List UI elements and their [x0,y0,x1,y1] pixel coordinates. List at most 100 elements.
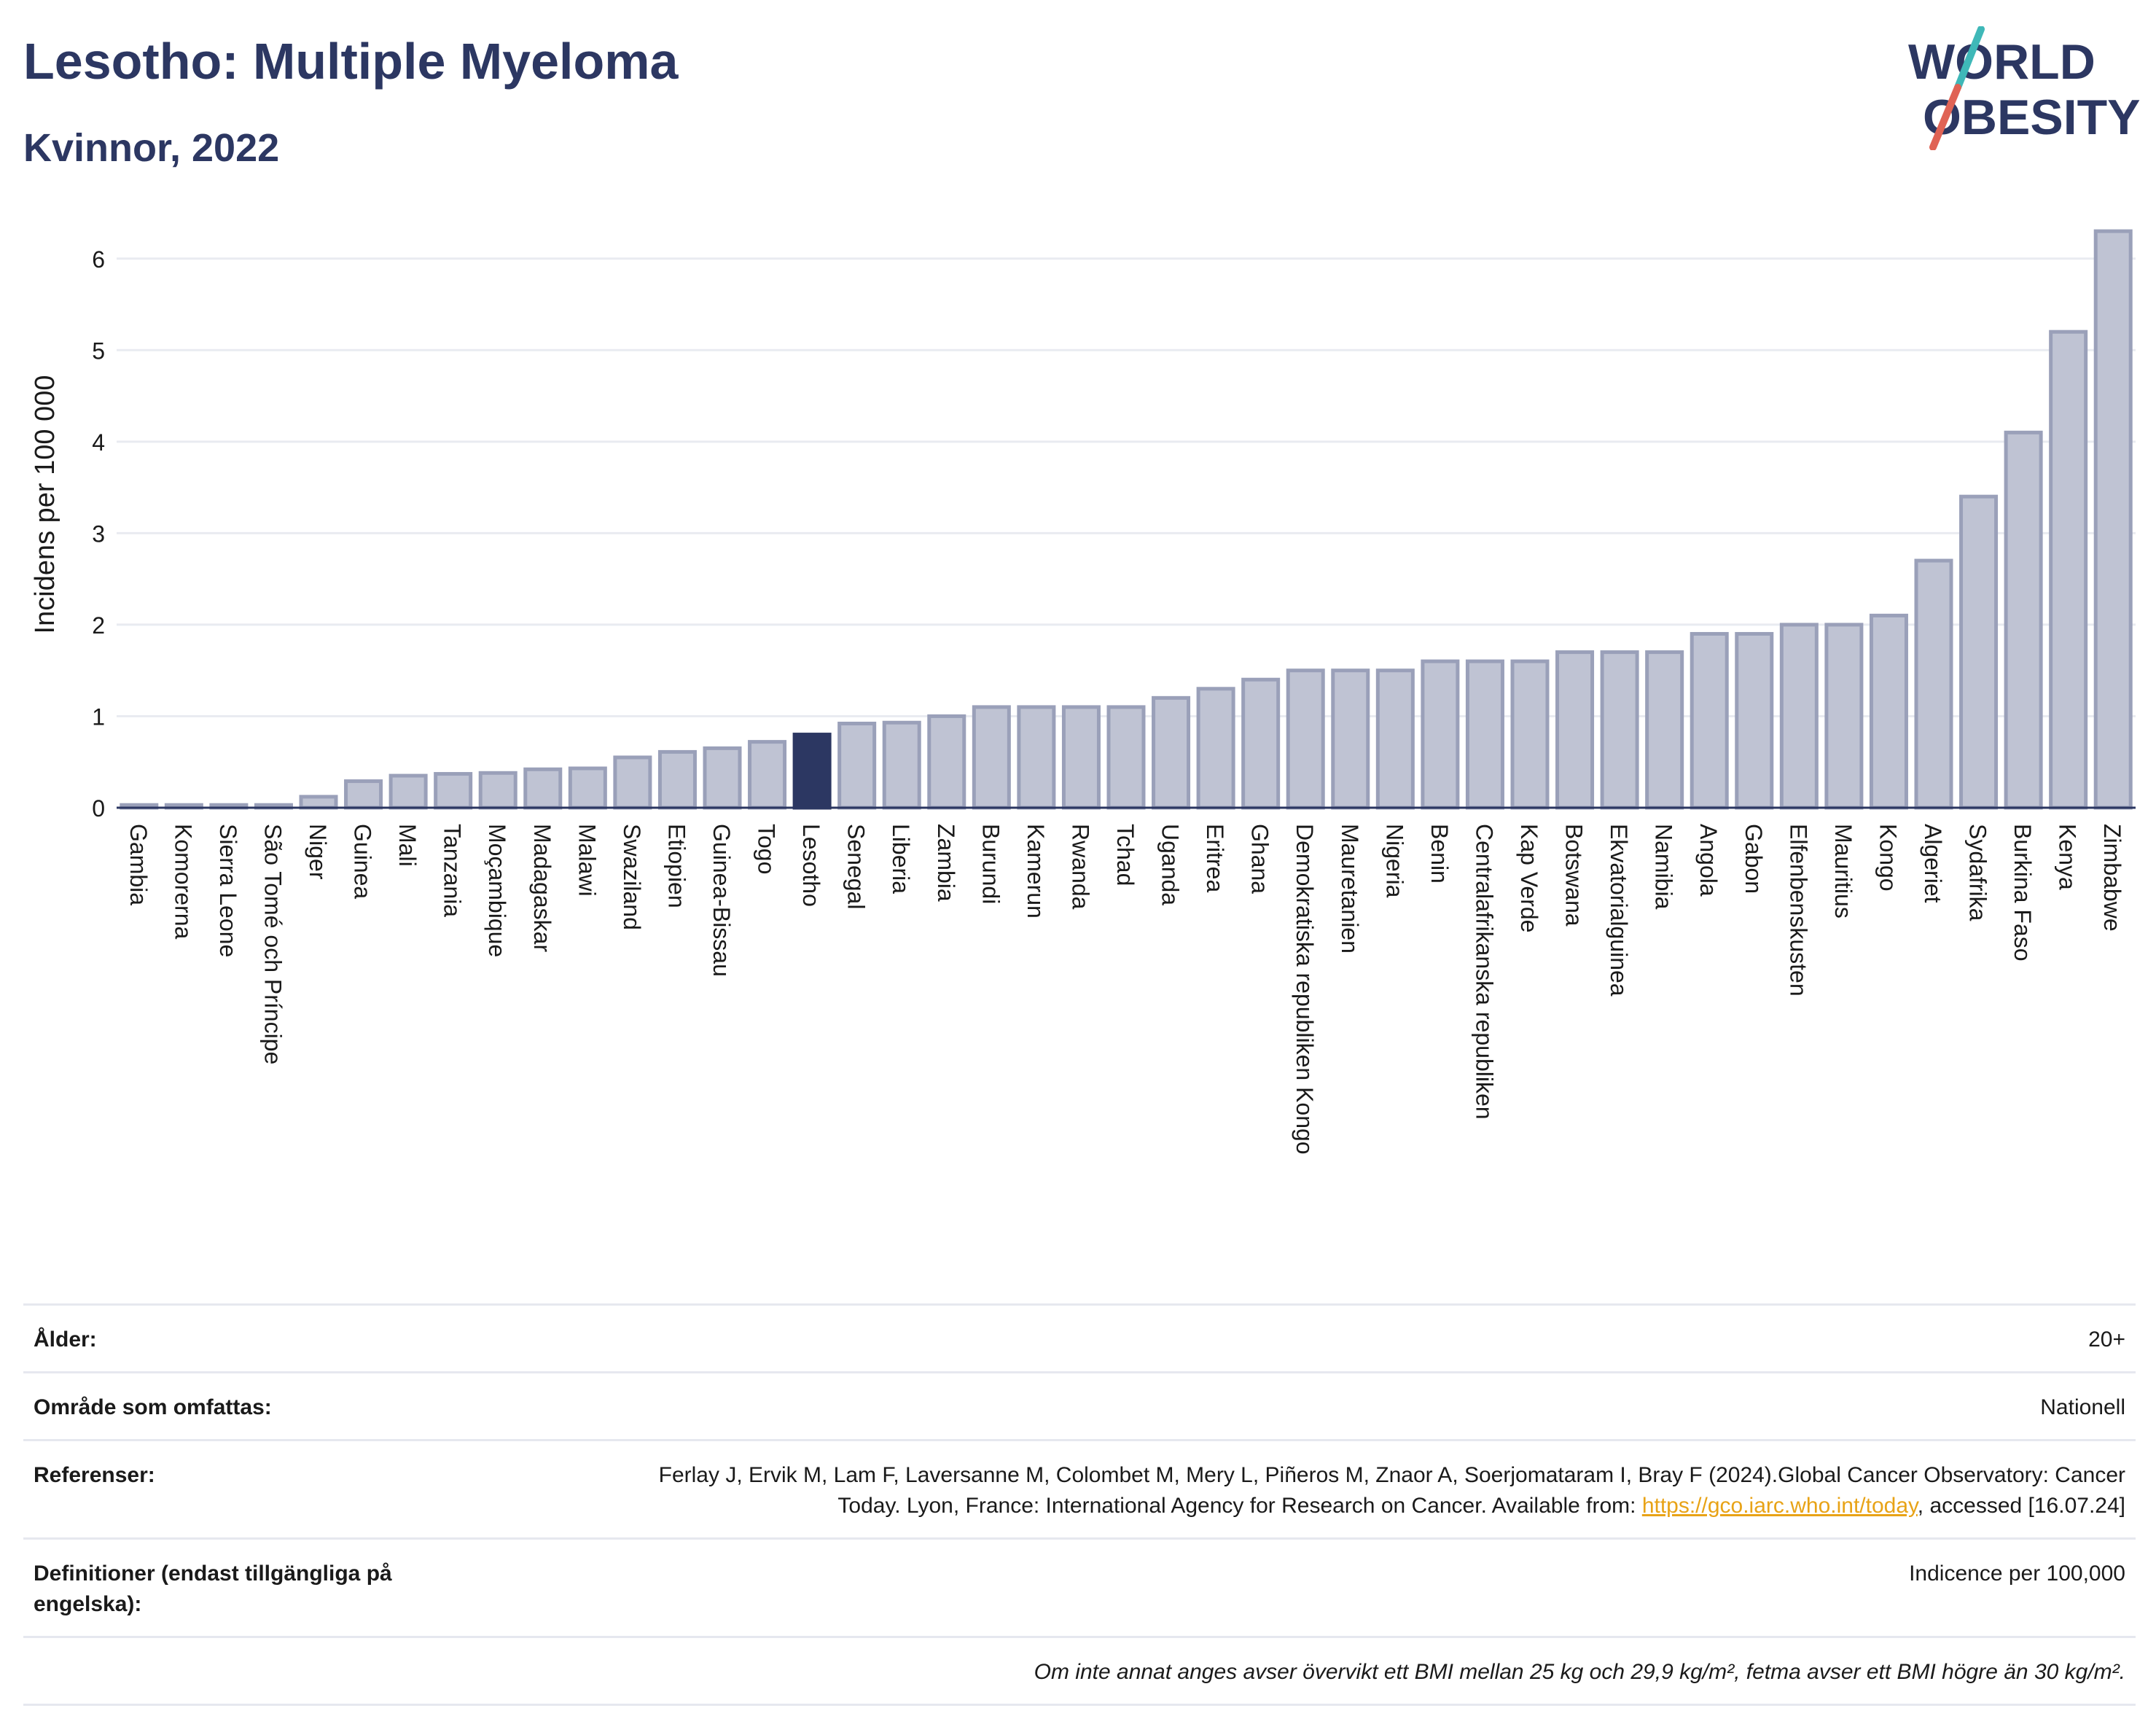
x-tick-label: Togo [754,824,780,874]
bar-19 [972,705,1011,810]
x-tick-label: Nigeria [1381,824,1407,898]
logo-accent-red [1929,84,1961,150]
bar-4 [299,795,338,810]
age-value: 20+ [2088,1327,2125,1352]
bar-30 [1465,659,1504,810]
bar-35 [1690,631,1729,810]
logo-accent-teal [1954,26,1985,91]
x-tick-label: Elfenbenskusten [1785,824,1811,997]
x-tick-label: Moçambique [484,824,510,957]
bar-42 [2004,430,2043,810]
x-tick-label: Ghana [1247,824,1273,894]
x-tick-label: Sierra Leone [215,824,241,957]
x-tick-label: Kap Verde [1516,824,1542,932]
x-tick-label: Kenya [2055,824,2081,890]
info-row-references: Referenser: Ferlay J, Ervik M, Lam F, La… [23,1439,2136,1537]
bar-25 [1241,677,1281,810]
x-tick-label: Kamerun [1023,824,1049,919]
x-tick-label: Madagaskar [529,824,555,952]
bar-5 [344,779,383,810]
references-link[interactable]: https://gco.iarc.who.int/today [1641,1494,1918,1518]
definitions-value: Indicence per 100,000 [1909,1562,2125,1586]
references-value: Ferlay J, Ervik M, Lam F, Laversanne M, … [595,1460,2125,1521]
bar-37 [1779,623,1819,810]
logo-word-2: OBESITY [1923,90,2141,145]
y-tick-label: 4 [92,429,105,456]
bar-44 [2093,229,2133,810]
bar-39 [1869,613,1908,810]
info-row-definitions: Definitioner (endast tillgängliga på eng… [23,1537,2136,1636]
bar-26 [1286,668,1325,810]
bar-10 [568,766,607,810]
bar-6 [388,773,428,810]
bar-20 [1017,705,1056,810]
age-label: Ålder: [34,1327,97,1352]
bar-28 [1375,668,1415,810]
bar-9 [523,767,563,810]
x-tick-label: Swaziland [619,824,645,930]
info-row-age: Ålder: 20+ [23,1303,2136,1371]
bar-16 [837,722,877,810]
bar-41 [1959,494,1999,810]
bar-11 [613,755,652,810]
area-label: Område som omfattas: [34,1395,272,1419]
bar-32 [1555,650,1595,810]
info-row-area: Område som omfattas: Nationell [23,1371,2136,1439]
logo-word-1: WORLD [1908,34,2096,90]
y-tick-label: 1 [92,703,105,730]
bar-21 [1061,705,1101,810]
y-tick-label: 2 [92,612,105,639]
x-tick-label: Angola [1695,824,1722,897]
info-table: Ålder: 20+ Område som omfattas: Nationel… [23,1303,2136,1706]
x-tick-label: Komorerna [170,824,196,940]
info-row-note: Om inte annat anges avser övervikt ett B… [23,1636,2136,1706]
references-accessed: , accessed [16.07.24] [1917,1494,2125,1518]
x-tick-label: Burundi [977,824,1004,904]
x-tick-label: Mali [394,824,421,867]
bar-18 [927,714,966,810]
bar-22 [1106,705,1146,810]
y-tick-label: 3 [92,520,105,547]
bar-34 [1645,650,1684,810]
x-tick-label: Tchad [1112,824,1138,886]
x-tick-label: Malawi [574,824,600,897]
references-text: Ferlay J, Ervik M, Lam F, Laversanne M, … [658,1463,2125,1518]
bar-14 [748,740,787,810]
bar-29 [1421,659,1460,810]
x-tick-label: Algeriet [1920,824,1946,903]
page-subtitle: Kvinnor, 2022 [23,126,280,170]
x-tick-label: Namibia [1651,824,1677,910]
bar-15 [792,733,832,810]
world-obesity-logo: WORLD OBESITY [1908,26,2141,150]
x-tick-label: Gabon [1741,824,1767,894]
x-tick-label: São Tomé och Príncipe [259,824,286,1064]
x-tick-label: Niger [305,824,331,880]
bmi-note: Om inte annat anges avser övervikt ett B… [1034,1660,2125,1684]
x-tick-label: Zimbabwe [2099,824,2125,932]
x-tick-label: Senegal [843,824,870,909]
x-tick-label: Gambia [125,824,152,905]
x-tick-label: Eritrea [1202,824,1228,892]
bar-17 [882,720,921,810]
y-tick-label: 6 [92,246,105,273]
bar-38 [1824,623,1864,810]
y-axis-label: Incidens per 100 000 [30,375,60,634]
y-tick-label: 5 [92,338,105,364]
bar-12 [657,749,697,810]
bar-13 [703,746,742,810]
bar-40 [1914,558,1953,810]
bar-33 [1600,650,1639,810]
definitions-label: Definitioner (endast tillgängliga på eng… [34,1562,392,1616]
x-tick-label: Rwanda [1067,824,1093,910]
bar-chart: 0 1 2 3 4 5 6 Gambia Komorerna Sierra Leone São To… [30,229,2136,1155]
x-tick-label: Burkina Faso [2009,824,2036,962]
x-tick-label: Tanzania [440,824,466,917]
page-title: Lesotho: Multiple Myeloma [23,33,679,90]
x-tick-label: Etiopien [663,824,690,908]
bar-31 [1510,659,1550,810]
x-tick-label: Botswana [1561,824,1587,927]
x-tick-label: Centralafrikanska republiken [1471,824,1497,1120]
x-tick-label: Mauretanien [1337,824,1363,954]
area-value: Nationell [2040,1395,2125,1419]
bars [120,229,2133,810]
